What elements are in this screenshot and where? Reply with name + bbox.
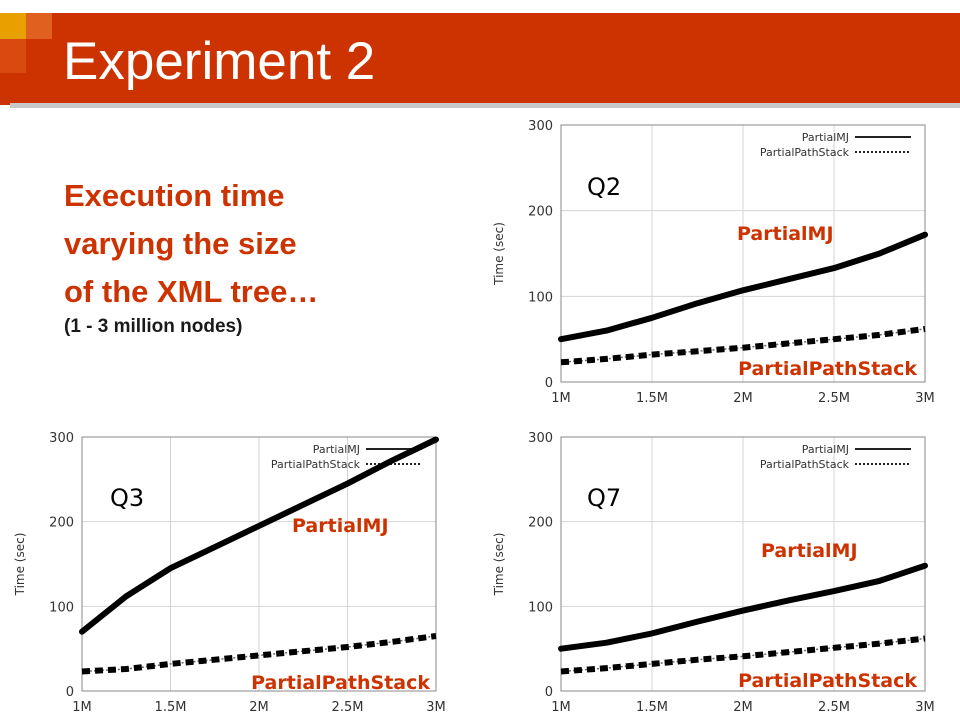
legend-label: PartialMJ xyxy=(802,131,849,144)
series-line-partialmj xyxy=(558,562,928,652)
series-line-partialmj xyxy=(79,436,439,635)
annotation-partialpathstack: PartialPathStack xyxy=(738,670,917,692)
decor-square-orange xyxy=(26,13,52,39)
y-tick-label: 200 xyxy=(528,516,553,531)
x-tick-label: 3M xyxy=(915,391,935,406)
x-tick-label: 2.5M xyxy=(332,700,364,715)
decor-square-red xyxy=(0,39,26,73)
query-label: Q2 xyxy=(587,173,621,201)
legend-label: PartialMJ xyxy=(802,443,849,456)
y-tick-label: 100 xyxy=(49,600,74,615)
description-line-1: Execution time xyxy=(64,178,285,213)
y-axis-label: Time (sec) xyxy=(13,533,27,597)
y-tick-label: 300 xyxy=(49,431,74,446)
series-line-partialpathstack xyxy=(560,325,926,366)
annotation-partialpathstack: PartialPathStack xyxy=(251,672,430,694)
x-tick-label: 1.5M xyxy=(636,700,668,715)
chart-q7: 0 100 200 300 1M 1.5M 2M 2.5M 3M Time (sec) Partia… xyxy=(492,431,935,715)
annotation-partialmj: PartialMJ xyxy=(292,515,389,537)
y-axis-label: Time (sec) xyxy=(492,222,506,286)
y-tick-label: 0 xyxy=(545,685,553,700)
annotation-partialpathstack: PartialPathStack xyxy=(738,358,917,380)
legend-label: PartialPathStack xyxy=(760,458,850,471)
x-tick-label: 1M xyxy=(72,700,92,715)
x-tick-label: 2M xyxy=(249,700,269,715)
plot-frame xyxy=(560,124,926,383)
y-tick-label: 0 xyxy=(66,685,74,700)
title-bar xyxy=(0,13,960,105)
legend-label: PartialPathStack xyxy=(271,458,361,471)
y-tick-label: 300 xyxy=(528,119,553,134)
y-tick-label: 200 xyxy=(528,205,553,220)
description-line-2: varying the size xyxy=(64,226,297,261)
chart-q3: 0 100 200 300 1M 1.5M 2M 2.5M 3M Time (sec) Partia… xyxy=(13,431,446,715)
x-tick-label: 2M xyxy=(733,700,753,715)
series-line-partialpathstack xyxy=(560,635,926,675)
x-tick-label: 3M xyxy=(915,700,935,715)
description-subtitle: (1 - 3 million nodes) xyxy=(64,316,243,337)
description-line-3: of the XML tree… xyxy=(64,274,319,309)
title-shadow xyxy=(10,103,960,108)
query-label: Q3 xyxy=(110,484,144,512)
decor-square-yellow xyxy=(0,13,26,39)
x-tick-label: 1.5M xyxy=(155,700,187,715)
legend-label: PartialMJ xyxy=(313,443,360,456)
series-line-partialpathstack xyxy=(81,633,437,675)
x-tick-label: 2.5M xyxy=(818,391,850,406)
x-tick-label: 1.5M xyxy=(636,391,668,406)
y-tick-label: 100 xyxy=(528,600,553,615)
plot-frame xyxy=(81,436,437,692)
y-axis-label: Time (sec) xyxy=(492,533,506,597)
y-tick-label: 300 xyxy=(528,431,553,446)
series-line-thin-dashed xyxy=(81,635,437,673)
y-tick-label: 200 xyxy=(49,516,74,531)
chart-q2: 0 100 200 300 1M 1.5M 2M 2.5M 3M Time (sec) Partia… xyxy=(492,119,935,406)
query-label: Q7 xyxy=(587,484,621,512)
x-tick-label: 1M xyxy=(551,391,571,406)
x-tick-label: 2M xyxy=(733,391,753,406)
annotation-partialmj: PartialMJ xyxy=(761,540,858,562)
legend-label: PartialPathStack xyxy=(760,146,850,159)
description: Execution time varying the size of the X… xyxy=(64,172,318,316)
y-tick-label: 100 xyxy=(528,290,553,305)
x-tick-label: 1M xyxy=(551,700,571,715)
x-tick-label: 3M xyxy=(426,700,446,715)
slide-title: Experiment 2 xyxy=(63,32,376,91)
x-tick-label: 2.5M xyxy=(818,700,850,715)
annotation-partialmj: PartialMJ xyxy=(737,223,834,245)
y-tick-label: 0 xyxy=(545,376,553,391)
series-line-partialmj xyxy=(558,231,928,343)
